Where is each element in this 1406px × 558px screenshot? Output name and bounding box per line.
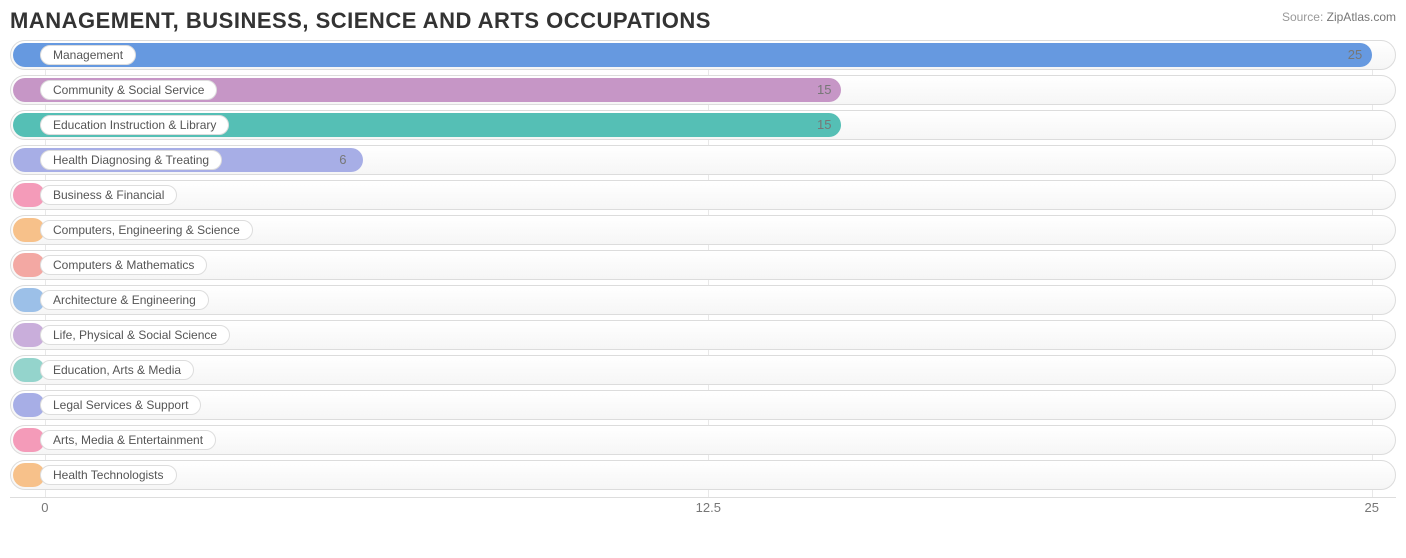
x-tick: 0 [41,500,48,515]
category-label: Community & Social Service [40,80,217,100]
source-label: Source: [1282,10,1323,24]
bar-row: Arts, Media & Entertainment0 [10,425,1396,455]
category-label: Architecture & Engineering [40,290,209,310]
bar-track [10,425,1396,455]
category-label: Life, Physical & Social Science [40,325,230,345]
chart-title: MANAGEMENT, BUSINESS, SCIENCE AND ARTS O… [10,8,711,34]
bar-row: Education, Arts & Media0 [10,355,1396,385]
bar-row: Education Instruction & Library 15 [10,110,1396,140]
bar-row: Legal Services & Support0 [10,390,1396,420]
bar-row: Health Diagnosing & Treating 6 [10,145,1396,175]
category-label: Business & Financial [40,185,177,205]
bar-track [10,355,1396,385]
bar-chart: Management 25 Community & Social Service 15… [10,40,1396,520]
category-label: Legal Services & Support [40,395,201,415]
bar-row: Architecture & Engineering0 [10,285,1396,315]
category-label: Management [40,45,136,65]
bar-value: 15 [817,110,831,140]
bar [13,43,1372,67]
bar-row: Community & Social Service 15 [10,75,1396,105]
source-name: ZipAtlas.com [1327,10,1396,24]
bar-track [10,460,1396,490]
category-label: Arts, Media & Entertainment [40,430,216,450]
category-label: Computers, Engineering & Science [40,220,253,240]
bar-row: Health Technologists0 [10,460,1396,490]
category-label: Health Technologists [40,465,177,485]
bar-row: Computers, Engineering & Science0 [10,215,1396,245]
category-label: Health Diagnosing & Treating [40,150,222,170]
x-tick: 12.5 [696,500,721,515]
chart-header: MANAGEMENT, BUSINESS, SCIENCE AND ARTS O… [10,8,1396,34]
bar-track [10,250,1396,280]
plot-area: Management 25 Community & Social Service 15… [10,40,1396,498]
bar-track [10,390,1396,420]
chart-source: Source: ZipAtlas.com [1282,8,1396,24]
bar-track [10,180,1396,210]
x-axis: 0 12.5 25 [10,500,1396,520]
x-tick: 25 [1365,500,1379,515]
category-label: Education, Arts & Media [40,360,194,380]
category-label: Computers & Mathematics [40,255,207,275]
category-label: Education Instruction & Library [40,115,229,135]
bar-row: Life, Physical & Social Science0 [10,320,1396,350]
bar-value: 25 [1348,40,1362,70]
bar-track [10,285,1396,315]
bar-row: Computers & Mathematics0 [10,250,1396,280]
bar-value: 6 [339,145,346,175]
bar-value: 15 [817,75,831,105]
bar-row: Management 25 [10,40,1396,70]
bar-row: Business & Financial0 [10,180,1396,210]
